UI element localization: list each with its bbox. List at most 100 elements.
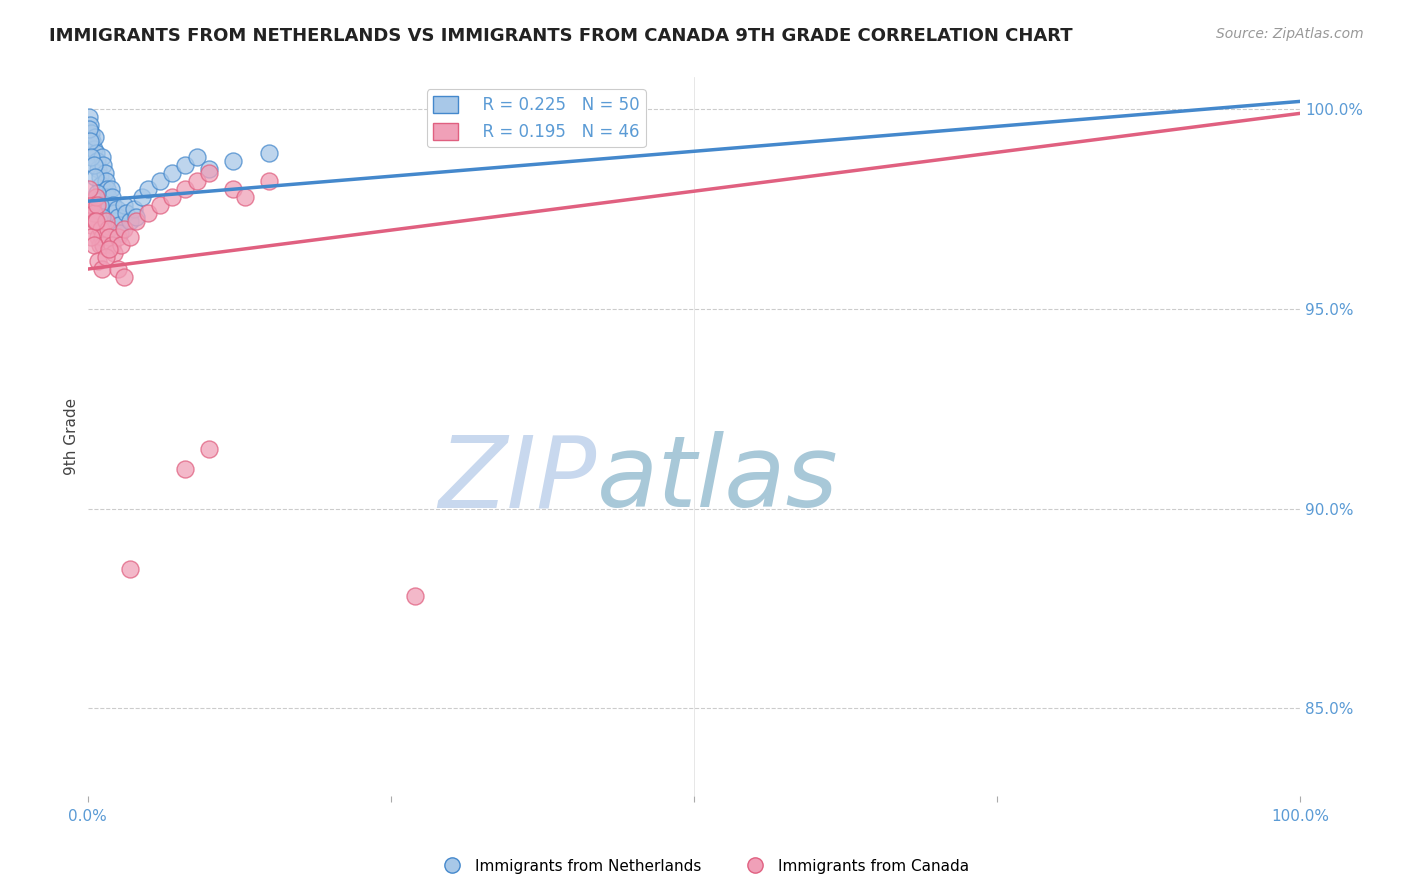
Point [136,206,159,220]
Point [77,122,100,136]
Point [104,214,127,228]
Point [118,214,141,228]
Point [222,154,245,169]
Point [149,198,172,212]
Point [90,222,112,236]
Point [101,198,124,212]
Text: 100.0%: 100.0% [1271,809,1329,824]
Point [112,198,135,212]
Point [77,202,100,217]
Text: Source: ZipAtlas.com: Source: ZipAtlas.com [1216,27,1364,41]
Point [107,262,129,277]
Point [98,198,121,212]
Point [115,206,138,220]
Point [91,150,114,164]
Point [77,111,100,125]
Point [93,166,115,180]
Point [89,238,111,252]
Point [107,210,129,224]
Text: 0.0%: 0.0% [67,809,107,824]
Text: IMMIGRANTS FROM NETHERLANDS VS IMMIGRANTS FROM CANADA 9TH GRADE CORRELATION CHAR: IMMIGRANTS FROM NETHERLANDS VS IMMIGRANT… [49,27,1073,45]
Point [98,230,121,244]
Point [83,142,105,156]
Point [84,190,107,204]
Point [125,210,148,224]
Point [404,590,426,604]
Point [86,186,108,201]
Point [77,182,100,196]
Point [96,182,118,196]
Legend:   R = 0.225   N = 50,   R = 0.195   N = 46: R = 0.225 N = 50, R = 0.195 N = 46 [426,89,645,147]
Point [79,210,101,224]
Point [112,270,135,285]
Point [83,170,105,185]
Point [89,198,111,212]
Point [91,262,114,277]
Point [162,166,184,180]
Point [94,250,117,264]
Point [524,119,547,133]
Point [84,214,107,228]
Point [90,178,112,193]
Point [89,170,111,185]
Point [80,150,103,164]
Point [125,214,148,228]
Point [87,162,110,177]
Point [87,254,110,268]
Point [94,214,117,228]
Point [80,126,103,140]
Point [122,202,145,217]
Point [173,182,195,196]
Point [259,174,281,188]
Point [82,134,104,148]
Point [91,238,114,252]
Point [118,230,141,244]
Point [107,230,129,244]
Legend: Immigrants from Netherlands, Immigrants from Canada: Immigrants from Netherlands, Immigrants … [430,853,976,880]
Point [112,222,135,236]
Y-axis label: 9th Grade: 9th Grade [65,398,79,475]
Point [103,246,125,260]
Text: atlas: atlas [596,432,838,528]
Point [91,210,114,224]
Point [162,190,184,204]
Point [233,190,256,204]
Point [259,146,281,161]
Point [94,174,117,188]
Point [131,190,153,204]
Point [83,130,105,145]
Point [82,198,104,212]
Point [173,158,195,172]
Point [86,154,108,169]
Point [83,206,105,220]
Point [97,222,120,236]
Point [101,238,124,252]
Point [84,146,107,161]
Point [110,238,132,252]
Point [149,174,172,188]
Point [118,561,141,575]
Point [91,230,114,244]
Point [91,158,114,172]
Point [83,158,105,172]
Point [108,218,131,232]
Point [101,190,124,204]
Point [83,214,105,228]
Point [97,190,120,204]
Point [197,162,219,177]
Point [186,150,208,164]
Point [173,461,195,475]
Point [197,166,219,180]
Point [80,218,103,232]
Point [197,442,219,456]
Point [100,182,122,196]
Text: ZIP: ZIP [439,432,596,528]
Point [136,182,159,196]
Point [83,238,105,252]
Point [186,174,208,188]
Point [87,230,110,244]
Point [98,242,121,256]
Point [105,202,128,217]
Point [80,230,103,244]
Point [110,226,132,240]
